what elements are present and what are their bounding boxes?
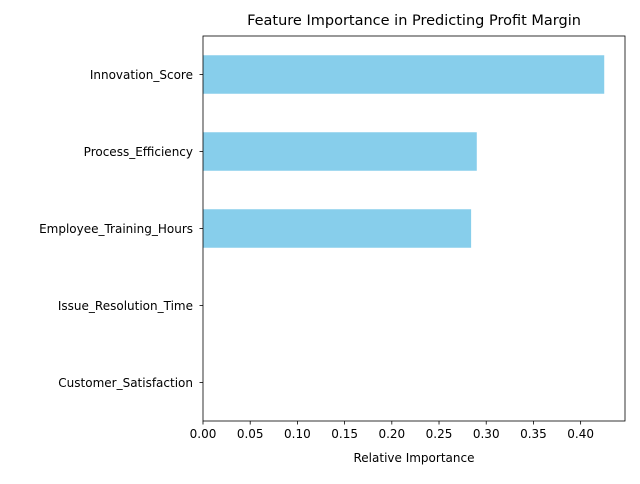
x-axis-label: Relative Importance (354, 451, 475, 465)
bar-employee-training-hours (203, 209, 472, 248)
x-tick-label: 0.15 (331, 427, 358, 441)
x-tick-label: 0.40 (567, 427, 594, 441)
bar-innovation-score (203, 55, 605, 94)
y-tick-label: Innovation_Score (90, 68, 193, 82)
x-ticks-layer: 0.00 0.05 0.10 0.15 0.20 0.25 0.30 0.35 0.40 (190, 421, 594, 441)
x-tick-label: 0.30 (473, 427, 500, 441)
x-tick-label: 0.25 (426, 427, 453, 441)
y-tick-label: Customer_Satisfaction (58, 376, 193, 390)
y-ticks-layer: Innovation_Score Process_Efficiency Employ… (39, 68, 203, 390)
x-tick-label: 0.10 (284, 427, 311, 441)
chart-title: Feature Importance in Predicting Profit … (247, 13, 581, 29)
x-tick-label: 0.20 (378, 427, 405, 441)
y-tick-label: Employee_Training_Hours (39, 222, 193, 236)
y-tick-label: Process_Efficiency (84, 145, 193, 159)
x-tick-label: 0.00 (190, 427, 217, 441)
bars-layer (203, 55, 605, 248)
x-tick-label: 0.35 (520, 427, 547, 441)
x-tick-label: 0.05 (237, 427, 264, 441)
bar-process-efficiency (203, 132, 477, 171)
y-tick-label: Issue_Resolution_Time (58, 299, 193, 313)
plot-frame (202, 35, 626, 422)
